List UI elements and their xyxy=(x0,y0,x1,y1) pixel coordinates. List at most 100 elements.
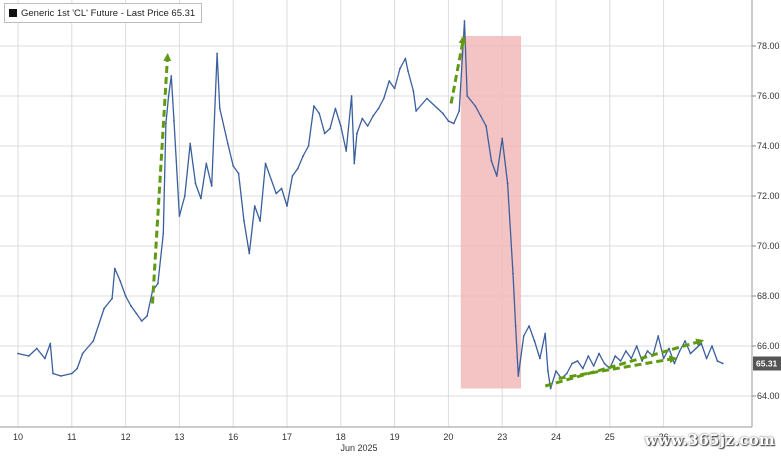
data-point xyxy=(382,97,385,100)
data-point xyxy=(76,367,79,370)
data-point xyxy=(339,125,342,127)
data-point xyxy=(350,95,353,97)
data-point xyxy=(485,125,487,127)
annotation-arrow xyxy=(151,53,172,304)
data-point xyxy=(119,280,122,282)
data-point xyxy=(81,352,84,355)
legend-entry: Generic 1st 'CL' Future - Last Price 65.… xyxy=(21,7,196,19)
data-point xyxy=(603,362,606,365)
data-point xyxy=(668,347,670,350)
data-point xyxy=(113,267,116,270)
month-label: Jun 2025 xyxy=(340,443,377,453)
data-point xyxy=(587,355,590,357)
data-point xyxy=(286,205,288,207)
data-point xyxy=(447,120,450,122)
data-point xyxy=(377,107,380,110)
data-point xyxy=(124,295,127,297)
y-tick-label: 74.00 xyxy=(757,141,780,151)
data-point xyxy=(522,335,525,337)
grid xyxy=(0,0,752,427)
data-point xyxy=(474,105,477,107)
data-point xyxy=(490,160,493,162)
data-point xyxy=(264,162,267,165)
data-point xyxy=(296,167,299,170)
data-point xyxy=(44,357,46,360)
highlight-rect xyxy=(460,36,522,389)
data-point xyxy=(721,362,724,365)
data-point xyxy=(237,172,240,175)
data-point xyxy=(140,320,143,322)
data-point xyxy=(165,122,167,125)
data-point xyxy=(565,372,568,375)
data-point xyxy=(232,165,235,167)
data-point xyxy=(162,232,165,235)
data-point xyxy=(183,195,186,197)
data-point xyxy=(614,355,617,357)
data-point xyxy=(695,347,697,350)
y-tick-label: 68.00 xyxy=(757,291,780,301)
x-tick-label: 19 xyxy=(390,432,400,442)
annotation-arrows xyxy=(151,35,705,388)
data-point xyxy=(178,215,181,217)
data-point xyxy=(442,112,444,115)
x-tick-label: 23 xyxy=(497,432,507,442)
data-point xyxy=(353,162,356,165)
data-point xyxy=(479,115,482,117)
data-point xyxy=(146,315,149,317)
data-point xyxy=(372,115,374,117)
data-point xyxy=(173,120,175,122)
annotation-arrow xyxy=(449,35,467,104)
data-point xyxy=(307,145,310,147)
data-point xyxy=(571,362,573,365)
data-point xyxy=(576,360,579,362)
data-point xyxy=(404,57,407,60)
data-point xyxy=(334,107,337,110)
x-tick-label: 25 xyxy=(605,432,615,442)
last-price-flag xyxy=(753,356,781,371)
data-point xyxy=(52,372,54,375)
data-point xyxy=(635,345,638,347)
data-point xyxy=(582,367,584,370)
data-point xyxy=(619,360,622,362)
x-tick-label: 16 xyxy=(228,432,238,442)
x-tick-label: 17 xyxy=(282,432,292,442)
x-tick-label: 26 xyxy=(659,432,669,442)
annotation-arrow xyxy=(558,355,678,380)
data-point xyxy=(407,70,409,72)
data-point xyxy=(35,347,38,350)
data-point xyxy=(356,132,358,135)
data-point xyxy=(210,185,213,187)
data-point xyxy=(463,20,466,22)
series-line xyxy=(17,20,724,390)
data-point xyxy=(49,342,52,345)
data-point xyxy=(646,350,649,352)
y-tick-label: 66.00 xyxy=(757,341,780,351)
legend-swatch xyxy=(9,9,17,17)
data-point xyxy=(533,340,536,342)
x-tick-label: 18 xyxy=(336,432,346,442)
data-point xyxy=(259,220,261,222)
data-point xyxy=(684,340,686,342)
data-point xyxy=(466,95,469,97)
data-point xyxy=(517,375,520,377)
data-point xyxy=(248,252,251,255)
data-point xyxy=(388,80,391,82)
data-point xyxy=(329,127,331,130)
data-point xyxy=(592,365,595,367)
x-tick-label: 24 xyxy=(551,432,561,442)
x-tick-label: 13 xyxy=(174,432,184,442)
x-tick-label: 12 xyxy=(121,432,131,442)
data-point xyxy=(514,325,517,327)
data-point xyxy=(345,150,348,152)
y-tick-label: 72.00 xyxy=(757,191,780,201)
last-price-label: 65.31 xyxy=(756,359,778,369)
data-point xyxy=(275,192,278,195)
data-point xyxy=(549,387,552,390)
data-point xyxy=(216,52,219,55)
data-point xyxy=(194,182,197,185)
data-point xyxy=(27,355,30,357)
data-point xyxy=(426,97,428,100)
